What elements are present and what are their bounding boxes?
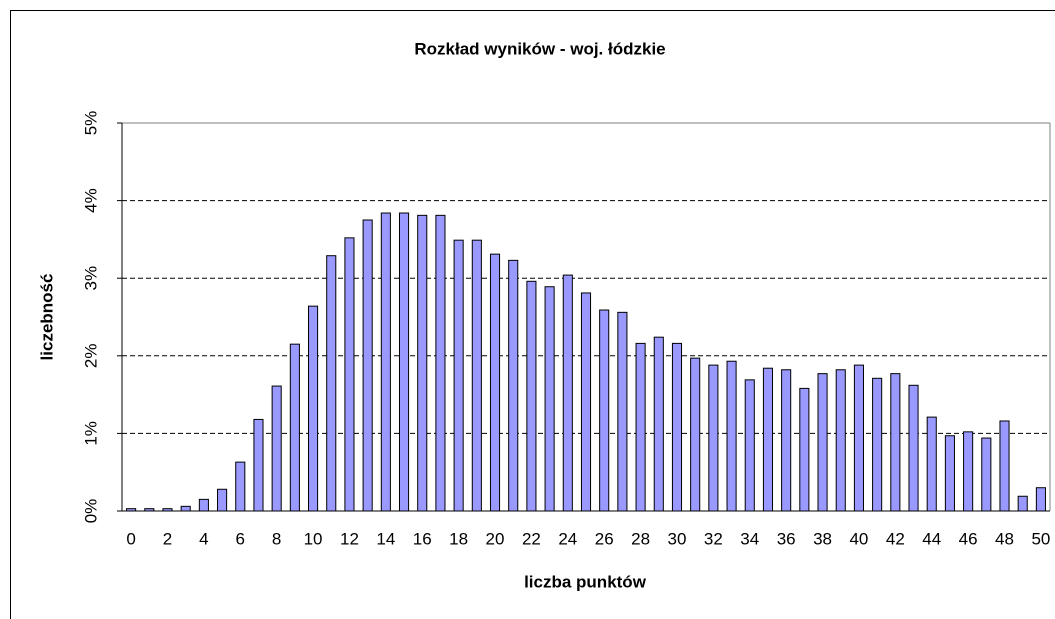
x-tick-label: 40 <box>849 529 868 548</box>
y-tick-label: 5% <box>81 111 100 136</box>
bar <box>435 214 446 512</box>
bar <box>217 488 228 512</box>
bar <box>944 435 955 512</box>
bar <box>817 373 828 512</box>
x-tick-label: 12 <box>340 529 359 548</box>
bar <box>198 498 209 512</box>
x-axis-label: liczba punktów <box>524 572 647 591</box>
x-tick-label: 42 <box>886 529 905 548</box>
bar <box>653 336 664 512</box>
bar <box>508 259 519 512</box>
y-tick-label: 0% <box>81 499 100 524</box>
bar <box>326 255 337 512</box>
x-tick-label: 32 <box>704 529 723 548</box>
bar <box>635 342 646 512</box>
bar <box>398 212 410 512</box>
bar <box>289 343 300 512</box>
bar <box>162 508 173 512</box>
x-tick-label: 0 <box>126 529 135 548</box>
x-tick-label: 18 <box>449 529 468 548</box>
y-axis-label: liczebność <box>37 274 56 361</box>
bar <box>489 253 501 512</box>
bar <box>726 360 737 512</box>
bar <box>380 212 391 512</box>
bar <box>963 431 974 512</box>
x-tick-label: 8 <box>272 529 281 548</box>
x-tick-label: 30 <box>668 529 687 548</box>
x-tick-label: 26 <box>595 529 614 548</box>
x-tick-label: 34 <box>740 529 759 548</box>
x-tick-label: 44 <box>922 529 941 548</box>
bar <box>908 384 919 512</box>
bar <box>617 311 628 512</box>
bar <box>271 385 282 512</box>
x-tick-label: 48 <box>995 529 1014 548</box>
x-tick-label: 2 <box>163 529 172 548</box>
bar <box>180 505 191 512</box>
bar <box>762 367 774 512</box>
bar <box>126 508 137 512</box>
x-tick-label: 28 <box>631 529 650 548</box>
bar <box>744 379 755 512</box>
bar <box>872 377 883 512</box>
x-tick-label: 46 <box>959 529 978 548</box>
y-tick-label: 1% <box>81 421 100 446</box>
y-tick-label: 4% <box>81 188 100 213</box>
bar <box>835 369 846 512</box>
bar <box>526 280 537 512</box>
x-tick-label: 10 <box>304 529 323 548</box>
bar <box>708 364 719 512</box>
bar <box>926 416 937 512</box>
bar <box>1035 487 1046 512</box>
bar <box>1017 495 1028 512</box>
bar <box>999 420 1010 512</box>
x-tick-label: 4 <box>199 529 208 548</box>
bar <box>580 292 592 512</box>
x-tick-label: 24 <box>558 529 577 548</box>
bar <box>562 274 573 512</box>
x-tick-label: 20 <box>486 529 505 548</box>
y-tick-label: 3% <box>81 266 100 291</box>
bar <box>417 214 428 512</box>
x-tick-label: 38 <box>813 529 832 548</box>
bar <box>235 461 246 512</box>
x-tick-label: 6 <box>236 529 245 548</box>
bar <box>690 357 701 512</box>
bar <box>362 219 373 512</box>
chart-title: Rozkład wyników - woj. łódzkie <box>414 39 665 58</box>
bar <box>344 237 355 512</box>
bar <box>308 305 319 512</box>
bar <box>544 286 555 512</box>
bar <box>671 342 683 512</box>
bar <box>799 387 810 512</box>
x-tick-label: 22 <box>522 529 541 548</box>
x-tick-label: 50 <box>1031 529 1050 548</box>
x-tick-label: 14 <box>376 529 395 548</box>
bar <box>144 508 155 512</box>
bar <box>471 239 482 512</box>
y-tick-label: 2% <box>81 344 100 369</box>
bar <box>599 309 610 512</box>
bar <box>890 373 901 512</box>
bar <box>853 364 864 512</box>
bar <box>453 239 464 512</box>
x-tick-label: 16 <box>413 529 432 548</box>
bar <box>781 369 792 512</box>
bar <box>981 437 992 512</box>
bar <box>253 418 264 512</box>
x-tick-label: 36 <box>777 529 796 548</box>
